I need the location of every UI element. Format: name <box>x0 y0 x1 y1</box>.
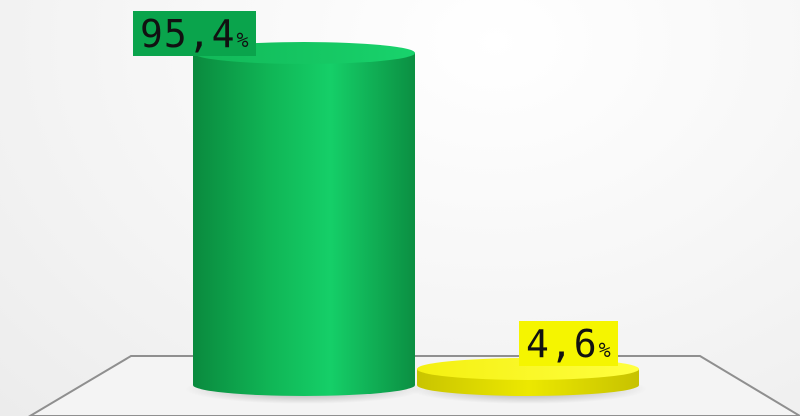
data-label-0: 95,4% <box>133 11 256 56</box>
data-label-unit-0: % <box>236 28 249 52</box>
bar-0 <box>185 42 423 404</box>
bar-body-0 <box>193 53 415 397</box>
bars-layer <box>185 42 647 404</box>
data-label-value-0: 95,4 <box>140 12 236 56</box>
data-label-unit-1: % <box>598 338 611 362</box>
data-label-1: 4,6% <box>519 321 618 366</box>
data-label-value-1: 4,6 <box>526 322 598 366</box>
bar-1 <box>409 357 647 404</box>
